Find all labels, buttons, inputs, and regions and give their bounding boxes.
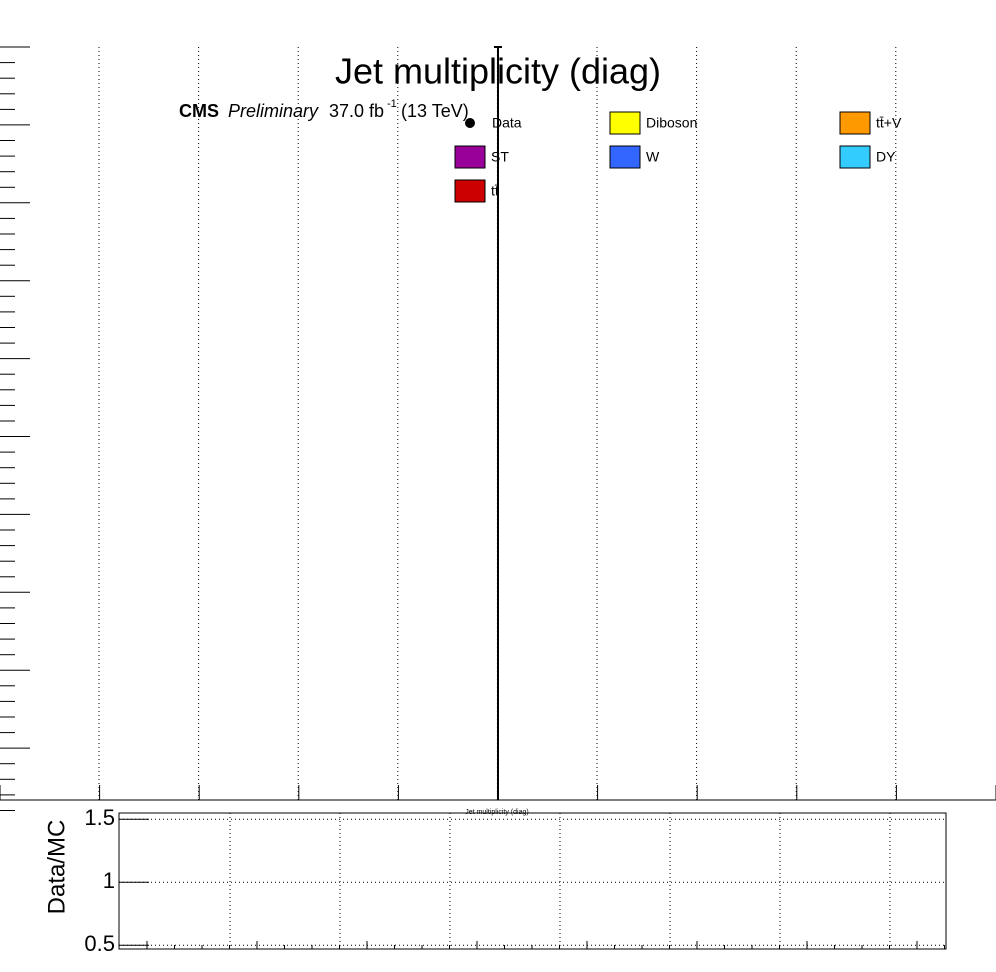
legend-label: DY <box>876 149 896 165</box>
legend-swatch <box>839 145 871 169</box>
legend-label: Diboson <box>646 115 697 131</box>
legend-label: Data <box>492 115 522 131</box>
y-tick-label: 0.5 <box>84 931 115 956</box>
legend-swatch <box>839 111 871 135</box>
legend-swatch <box>609 111 641 135</box>
y-tick-label: 1 <box>103 868 115 893</box>
x-axis-label: Jet multiplicity (diag) <box>465 809 528 816</box>
legend-swatch <box>454 179 486 203</box>
luminosity-exponent: -1 <box>387 98 397 110</box>
legend-label: tt̄ <box>491 183 499 199</box>
legend-swatch <box>454 145 486 169</box>
experiment-label: CMS <box>179 101 219 121</box>
legend-label: tt̄+V <box>876 115 902 131</box>
legend-swatch <box>609 145 641 169</box>
legend-label: ST <box>491 149 509 165</box>
status-label: Preliminary <box>228 101 319 121</box>
energy-label: (13 TeV) <box>401 101 469 121</box>
legend-label: W <box>646 149 660 165</box>
y-tick-label: 1.5 <box>84 805 115 830</box>
luminosity-label: 37.0 fb <box>329 101 384 121</box>
y-axis-label: Data/MC <box>43 820 70 915</box>
legend-marker <box>465 118 475 128</box>
